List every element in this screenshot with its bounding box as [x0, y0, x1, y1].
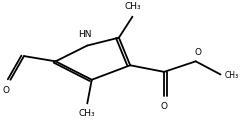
Text: CH₃: CH₃ — [225, 71, 239, 80]
Text: HN: HN — [78, 30, 92, 39]
Text: CH₃: CH₃ — [79, 109, 96, 118]
Text: O: O — [2, 86, 9, 95]
Text: CH₃: CH₃ — [124, 2, 141, 11]
Text: O: O — [194, 48, 201, 57]
Text: O: O — [161, 102, 167, 111]
